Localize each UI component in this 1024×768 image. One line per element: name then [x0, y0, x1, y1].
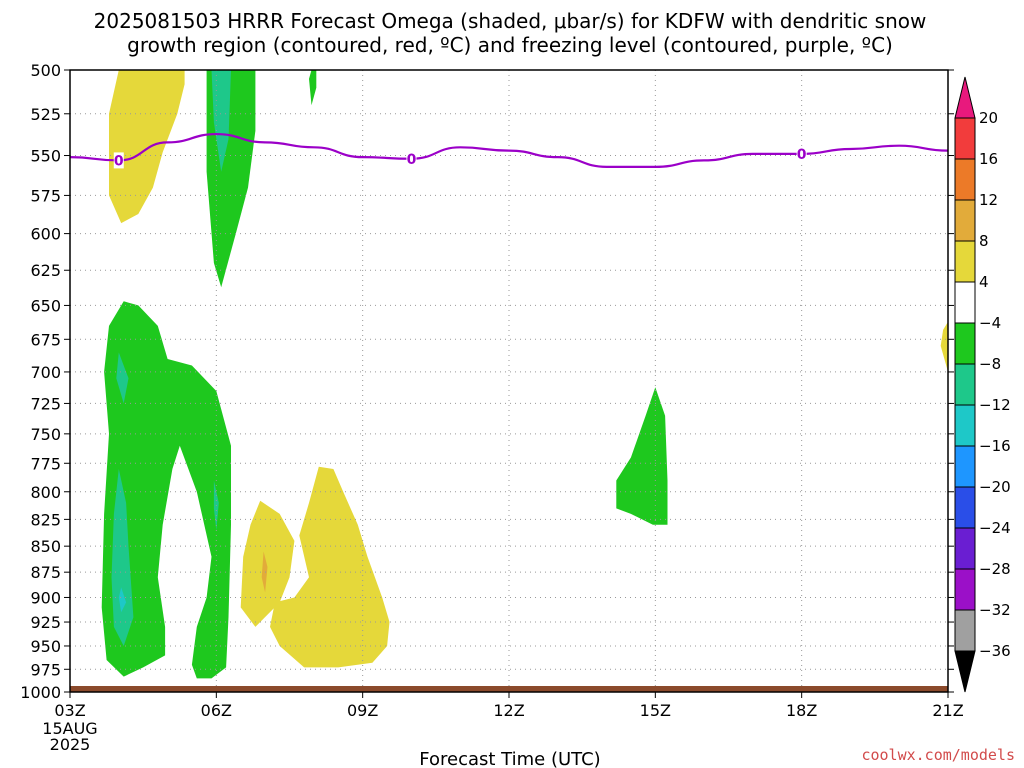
colorbar-label: 4	[979, 273, 989, 291]
x-tick-label: 15Z	[640, 701, 671, 720]
y-tick-label: 650	[30, 296, 61, 315]
colorbar-label: 20	[979, 109, 998, 127]
y-tick-label: 950	[30, 637, 61, 656]
x-tick-label: 03Z	[54, 701, 85, 720]
x-tick-label: 09Z	[347, 701, 378, 720]
omega-region	[261, 551, 268, 593]
colorbar-bin	[954, 445, 976, 488]
y-tick-label: 925	[30, 613, 61, 632]
y-axis: 500 525 550 575 600 625 650 675 700 725 750 775 800 8…	[20, 61, 954, 702]
x-tick-label: 12Z	[493, 701, 524, 720]
omega-region	[111, 469, 134, 646]
x-tick-label: 21Z	[932, 701, 963, 720]
freezing-level-label: 0	[407, 152, 417, 168]
y-tick-label: 525	[30, 105, 61, 124]
colorbar-bin	[954, 322, 976, 365]
x-date-label: 2025	[50, 735, 91, 754]
colorbar-bin	[954, 527, 976, 570]
freezing-level-label-bg	[406, 150, 417, 167]
y-tick-label: 875	[30, 563, 61, 582]
colorbar-label: 16	[979, 150, 998, 168]
y-tick-label: 500	[30, 61, 61, 80]
x-date-label: 15AUG	[42, 719, 97, 738]
chart-title-line-2: growth region (contoured, red, ºC) and f…	[127, 33, 893, 57]
y-tick-label: 700	[30, 363, 61, 382]
y-tick-label: 750	[30, 425, 61, 444]
plot-area: 0 0 0	[69, 69, 949, 693]
omega-region	[940, 321, 948, 372]
ground-surface	[70, 686, 948, 692]
y-tick-label: 600	[30, 225, 61, 244]
colorbar-bin	[954, 609, 976, 652]
y-tick-label: 900	[30, 588, 61, 607]
freezing-level-label-bg	[113, 152, 124, 169]
colorbar-label: −16	[979, 437, 1011, 455]
colorbar-label: −36	[979, 642, 1011, 660]
colorbar-bin	[954, 240, 976, 283]
omega-region	[116, 352, 129, 404]
colorbar-bin	[954, 199, 976, 242]
y-tick-label: 575	[30, 186, 61, 205]
y-tick-label: 625	[30, 261, 61, 280]
omega-region	[270, 466, 390, 668]
y-tick-label: 725	[30, 394, 61, 413]
freezing-level-label: 0	[797, 147, 807, 163]
omega-colorbar: 20 16 12 8 4 −4 −8 −12 −16 −20 −24 −28 −32 −36	[954, 76, 1011, 693]
omega-region	[118, 587, 127, 613]
y-tick-label: 800	[30, 483, 61, 502]
colorbar-label: −12	[979, 396, 1011, 414]
colorbar-label: 8	[979, 232, 989, 250]
colorbar-label: −4	[979, 314, 1001, 332]
colorbar-bin	[954, 158, 976, 201]
y-tick-label: 825	[30, 510, 61, 529]
colorbar-bin	[954, 650, 976, 693]
omega-region	[101, 301, 231, 679]
y-tick-label: 850	[30, 537, 61, 556]
omega-region	[109, 70, 185, 224]
colorbar-bin	[954, 568, 976, 611]
x-tick-label: 18Z	[786, 701, 817, 720]
y-tick-label: 550	[30, 147, 61, 166]
colorbar-bin	[954, 404, 976, 447]
x-axis-title: Forecast Time (UTC)	[419, 749, 600, 768]
y-tick-label: 975	[30, 660, 61, 679]
omega-region	[240, 500, 295, 627]
omega-region	[616, 387, 668, 525]
colorbar-bin	[954, 363, 976, 406]
colorbar-label: −8	[979, 355, 1001, 373]
colorbar-bin	[954, 486, 976, 529]
colorbar-label: −24	[979, 519, 1011, 537]
freezing-level-label: 0	[114, 153, 124, 169]
credit-text: coolwx.com/models	[861, 746, 1015, 764]
colorbar-label: 12	[979, 191, 998, 209]
colorbar-label: −28	[979, 560, 1011, 578]
colorbar-label: −20	[979, 478, 1011, 496]
chart-title-line-1: 2025081503 HRRR Forecast Omega (shaded, …	[94, 9, 927, 33]
y-tick-label: 1000	[20, 683, 61, 702]
x-tick-label: 06Z	[201, 701, 232, 720]
colorbar-bin	[954, 76, 976, 119]
colorbar-bin	[954, 117, 976, 160]
y-tick-label: 775	[30, 454, 61, 473]
colorbar-bin	[954, 281, 976, 324]
y-tick-label: 675	[30, 330, 61, 349]
freezing-level-label-bg	[796, 145, 807, 162]
omega-region	[309, 70, 317, 106]
colorbar-label: −32	[979, 601, 1011, 619]
